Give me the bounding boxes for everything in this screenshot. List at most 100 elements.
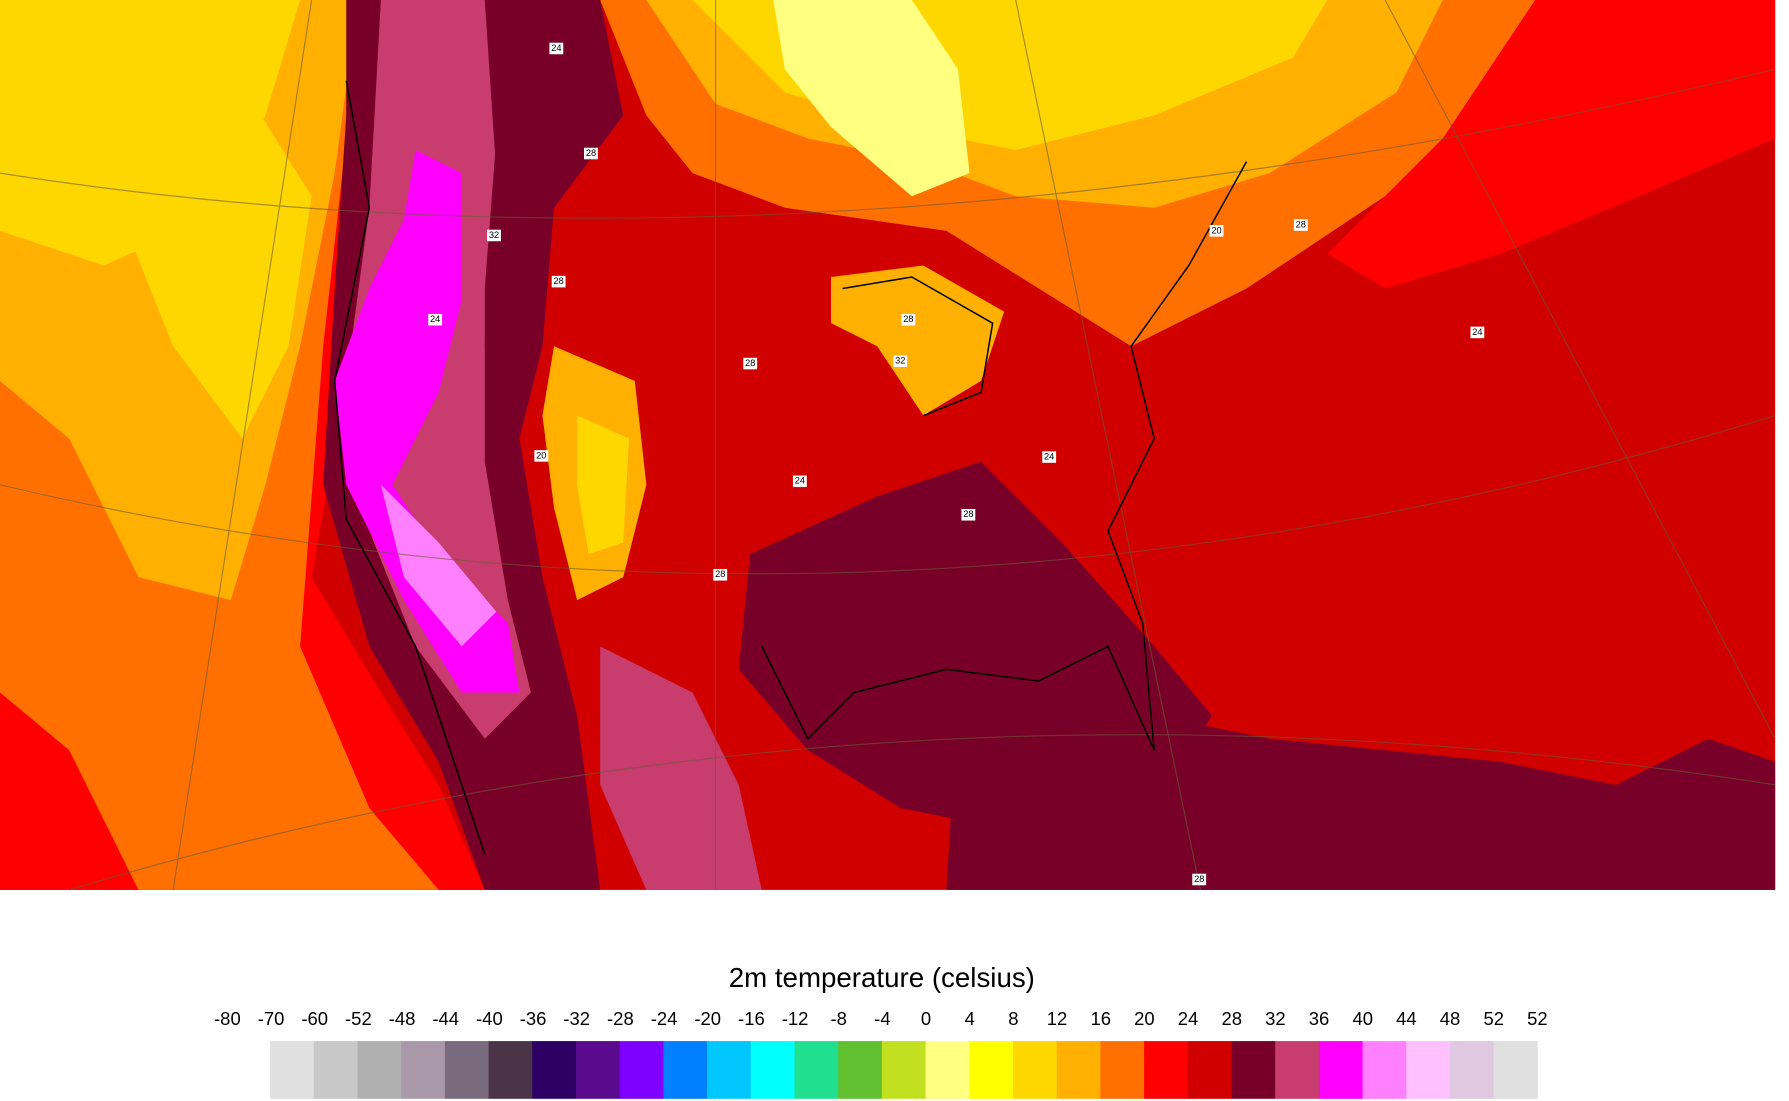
contour-label: 32 bbox=[489, 230, 499, 240]
contour-label: 20 bbox=[536, 450, 546, 460]
legend-label: -28 bbox=[607, 1008, 634, 1029]
contour-label: 28 bbox=[715, 569, 725, 579]
legend-swatch bbox=[794, 1041, 839, 1099]
legend-swatch bbox=[270, 1041, 315, 1099]
contour-label-box bbox=[487, 229, 501, 242]
legend-label: -4 bbox=[874, 1008, 890, 1029]
legend-swatch bbox=[488, 1041, 533, 1099]
legend-label: 48 bbox=[1440, 1008, 1461, 1029]
legend-swatch bbox=[1449, 1041, 1495, 1099]
legend-swatch bbox=[1275, 1041, 1320, 1099]
contour-label: 32 bbox=[895, 356, 905, 366]
legend-label: 0 bbox=[921, 1008, 931, 1029]
legend-label: -24 bbox=[651, 1008, 678, 1029]
legend-swatch bbox=[1012, 1041, 1058, 1099]
legend-title: 2m temperature (celsius) bbox=[729, 962, 1035, 993]
legend-label: -44 bbox=[432, 1008, 459, 1029]
legend-swatch bbox=[313, 1041, 358, 1099]
contour-label: 28 bbox=[963, 509, 973, 519]
contour-label: 24 bbox=[795, 476, 805, 486]
legend-swatch bbox=[1100, 1041, 1145, 1099]
legend-label: 20 bbox=[1134, 1008, 1155, 1029]
legend-swatch bbox=[925, 1041, 970, 1099]
contour-label: 24 bbox=[1472, 327, 1482, 337]
legend-swatch bbox=[1318, 1041, 1363, 1099]
contour-label-box bbox=[549, 42, 564, 55]
legend-label: 52 bbox=[1527, 1008, 1548, 1029]
legend-swatch bbox=[838, 1041, 883, 1099]
legend: 2m temperature (celsius) -80 -70 -60 -52 -48… bbox=[214, 962, 1548, 1099]
contour-labels: 24 28 32 28 24 28 20 24 28 32 28 24 28 20 28 24 28 bbox=[428, 42, 1485, 886]
contour-label-box bbox=[743, 357, 758, 370]
legend-label: 40 bbox=[1352, 1008, 1373, 1029]
legend-swatch bbox=[881, 1041, 926, 1099]
legend-swatch bbox=[619, 1041, 664, 1099]
map bbox=[0, 0, 1776, 891]
legend-label: -70 bbox=[258, 1008, 285, 1029]
legend-swatch bbox=[532, 1041, 577, 1099]
contour-label-box bbox=[1209, 225, 1224, 237]
legend-label: -8 bbox=[831, 1008, 847, 1029]
legend-label: -80 bbox=[214, 1008, 241, 1029]
contour-label-box bbox=[534, 450, 549, 462]
contour-label: 24 bbox=[1044, 452, 1054, 462]
legend-label: 16 bbox=[1090, 1008, 1111, 1029]
contour-label: 24 bbox=[551, 43, 561, 53]
legend-swatch bbox=[401, 1041, 446, 1099]
contour-label: 28 bbox=[903, 314, 913, 324]
legend-swatch bbox=[444, 1041, 489, 1099]
legend-label: 44 bbox=[1396, 1008, 1417, 1029]
legend-label: -36 bbox=[520, 1008, 547, 1029]
legend-label: 8 bbox=[1008, 1008, 1018, 1029]
legend-labels: -80 -70 -60 -52 -48 -44 -40 -36 -32 -28 -24 -20 -16-… bbox=[214, 1008, 1548, 1029]
legend-swatch bbox=[1493, 1041, 1538, 1099]
legend-label: 4 bbox=[965, 1008, 975, 1029]
contour-label-box bbox=[428, 313, 443, 326]
legend-label: -12 bbox=[782, 1008, 809, 1029]
contour-label-box bbox=[1042, 451, 1057, 463]
legend-label: -48 bbox=[389, 1008, 416, 1029]
legend-swatch bbox=[969, 1041, 1014, 1099]
legend-swatch bbox=[750, 1041, 795, 1099]
legend-label: -60 bbox=[301, 1008, 328, 1029]
legend-label: 32 bbox=[1265, 1008, 1286, 1029]
legend-swatch bbox=[1406, 1041, 1451, 1099]
legend-label: 36 bbox=[1309, 1008, 1330, 1029]
legend-label: -52 bbox=[345, 1008, 372, 1029]
contour-label: 28 bbox=[1296, 220, 1306, 230]
contour-label: 24 bbox=[430, 314, 440, 324]
legend-label: -20 bbox=[694, 1008, 721, 1029]
legend-swatch bbox=[357, 1041, 402, 1099]
contour-label: 28 bbox=[586, 148, 596, 158]
legend-swatch bbox=[575, 1041, 621, 1099]
contour-label-box bbox=[961, 509, 976, 521]
contour-label: 20 bbox=[1211, 225, 1221, 235]
legend-swatch bbox=[1056, 1041, 1101, 1099]
legend-label: -40 bbox=[476, 1008, 503, 1029]
contour-label-box bbox=[551, 275, 566, 288]
contour-label: 28 bbox=[745, 358, 755, 368]
legend-swatch bbox=[1187, 1041, 1232, 1099]
legend-swatch bbox=[663, 1041, 708, 1099]
contour-label-box bbox=[901, 313, 916, 326]
contour-label-box bbox=[893, 355, 908, 368]
contour-label: 28 bbox=[1194, 874, 1204, 884]
contour-label-box bbox=[713, 569, 728, 581]
contour-label-box bbox=[792, 475, 807, 488]
legend-swatch bbox=[1362, 1041, 1407, 1099]
legend-label: 12 bbox=[1047, 1008, 1068, 1029]
legend-swatches bbox=[270, 1041, 1538, 1099]
legend-label: -32 bbox=[563, 1008, 590, 1029]
legend-label: 52 bbox=[1483, 1008, 1504, 1029]
contour-label-box bbox=[1470, 326, 1485, 339]
legend-swatch bbox=[1231, 1041, 1276, 1099]
contour-label: 28 bbox=[553, 276, 563, 286]
contour-label-box bbox=[1192, 873, 1207, 886]
contour-label-box bbox=[1293, 219, 1308, 231]
legend-label: 28 bbox=[1221, 1008, 1242, 1029]
legend-swatch bbox=[707, 1041, 752, 1099]
contour-label-box bbox=[584, 147, 598, 160]
